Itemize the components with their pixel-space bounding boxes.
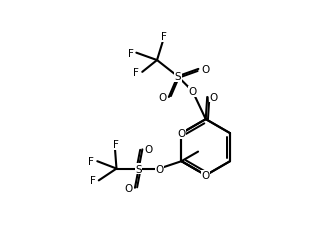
- Text: F: F: [161, 32, 167, 42]
- Text: O: O: [210, 93, 218, 103]
- Text: S: S: [174, 72, 181, 82]
- Text: F: F: [89, 157, 94, 167]
- Text: O: O: [177, 129, 186, 139]
- Text: O: O: [155, 164, 163, 174]
- Text: F: F: [90, 176, 96, 185]
- Text: O: O: [124, 183, 133, 193]
- Text: O: O: [145, 145, 153, 155]
- Text: F: F: [113, 140, 119, 149]
- Text: F: F: [133, 68, 139, 78]
- Text: F: F: [128, 49, 133, 58]
- Text: O: O: [158, 93, 166, 103]
- Text: O: O: [188, 87, 196, 97]
- Text: O: O: [202, 170, 210, 180]
- Text: S: S: [135, 164, 142, 174]
- Text: O: O: [201, 65, 209, 75]
